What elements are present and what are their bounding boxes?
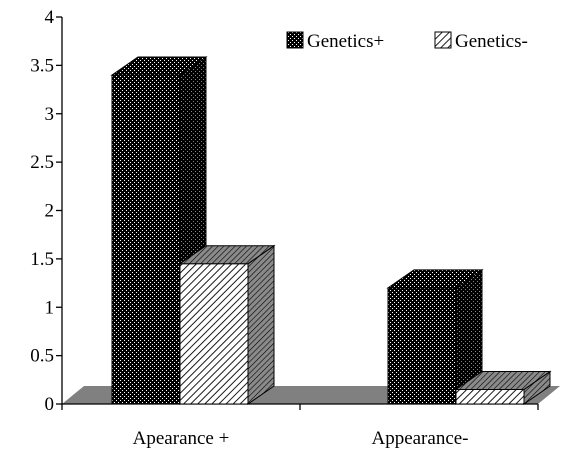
bar-front bbox=[179, 263, 249, 405]
bar-top bbox=[454, 370, 552, 390]
y-tick-label: 2.5 bbox=[30, 152, 54, 173]
bar-top bbox=[178, 245, 276, 265]
y-tick-label: 3.5 bbox=[30, 55, 54, 76]
legend-swatch bbox=[434, 31, 452, 49]
y-tick-label: 0 bbox=[45, 394, 55, 415]
bar-side bbox=[247, 244, 275, 405]
chart-legend: Genetics+ Genetics- bbox=[286, 31, 528, 52]
y-tick-label: 3 bbox=[45, 104, 55, 125]
bar-front bbox=[455, 388, 525, 405]
chart-bars bbox=[110, 56, 552, 405]
legend-label: Genetics- bbox=[455, 31, 528, 52]
bar-Genetics--Apearance + bbox=[178, 244, 276, 405]
legend-swatch bbox=[286, 31, 304, 49]
y-tick-label: 1.5 bbox=[30, 249, 54, 270]
y-tick-label: 2 bbox=[45, 201, 55, 222]
y-tick-label: 4 bbox=[45, 7, 55, 28]
chart-labels: 0 0.5 1 1.5 2 2.5 3 3.5 4 Apearance + Appearance- bbox=[30, 7, 468, 449]
legend-label: Genetics+ bbox=[307, 31, 384, 52]
bar-Genetics+-Appearance- bbox=[386, 268, 484, 405]
x-category-label: Appearance- bbox=[371, 428, 468, 449]
bar-front bbox=[111, 74, 181, 405]
x-category-label: Apearance + bbox=[133, 428, 230, 449]
bar-front bbox=[387, 287, 457, 405]
bar-top bbox=[386, 269, 484, 289]
bar-Genetics--Appearance- bbox=[454, 370, 552, 405]
y-tick-label: 0.5 bbox=[30, 346, 54, 367]
bar-top bbox=[110, 56, 208, 76]
y-tick-label: 1 bbox=[45, 297, 55, 318]
